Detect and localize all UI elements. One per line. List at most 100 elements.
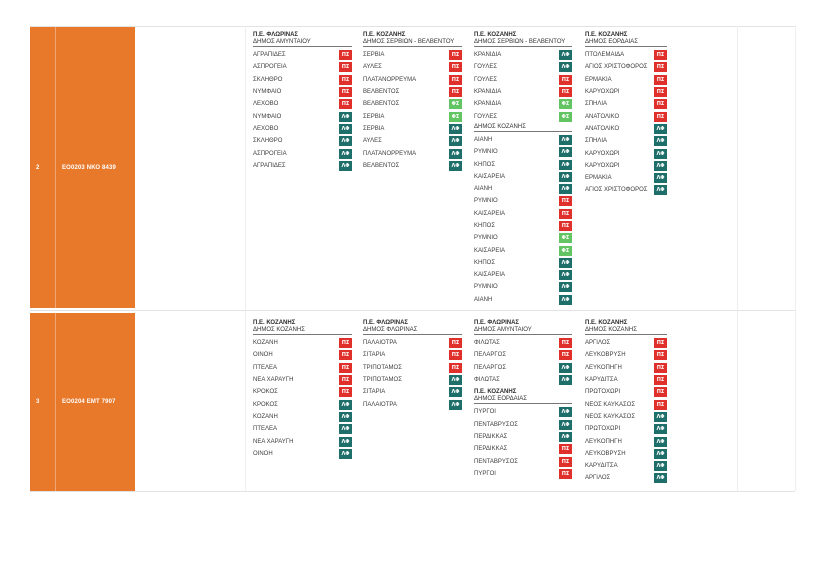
- stop-name: ΑΡΓΙΛΟΣ: [585, 340, 611, 347]
- stop-name: ΡΥΜΝΙΟ: [474, 198, 498, 205]
- stop-type-badge: ΠΣ: [559, 87, 572, 98]
- stop-type-badge: ΠΣ: [449, 350, 462, 361]
- stop-name: ΑΓΙΟΣ ΧΡΙΣΤΟΦΟΡΟΣ: [585, 187, 648, 194]
- stop-name: ΡΥΜΝΙΟ: [474, 149, 498, 156]
- stop-type-badge: ΠΣ: [559, 338, 572, 349]
- stop-type-badge: ΦΣ: [559, 99, 572, 110]
- stop-name: ΠΕΡΔΙΚΚΑΣ: [474, 433, 508, 440]
- stop-item: ΛΕΧΟΒΟ ΠΣ: [253, 98, 352, 110]
- stop-item: ΑΣΠΡΟΓΕΙΑ ΠΣ: [253, 61, 352, 73]
- stop-name: ΑΝΑΤΟΛΙΚΟ: [585, 113, 620, 120]
- stop-item: ΚΑΙΣΑΡΕΙΑ ΛΦ: [474, 171, 572, 183]
- stop-name: ΚΑΙΣΑΡΕΙΑ: [474, 247, 506, 254]
- stop-name: ΡΥΜΝΙΟ: [474, 284, 498, 291]
- stop-type-badge: ΠΣ: [339, 87, 352, 98]
- stop-item: ΑΓΡΑΠΙΔΕΣ ΠΣ: [253, 49, 352, 61]
- stop-type-badge: ΛΦ: [559, 282, 572, 293]
- route-column: Π.Ε. ΚΟΖΑΝΗΣ ΔΗΜΟΣ ΕΟΡΔΑΙΑΣ ΠΤΟΛΕΜΑΙΔΑ ΠΣ ΑΓ…: [585, 32, 667, 197]
- stop-name: ΠΕΡΔΙΚΚΑΣ: [474, 446, 508, 453]
- stop-item: ΝΕΑ ΧΑΡΑΥΓΗ ΛΦ: [253, 435, 352, 447]
- stop-type-badge: ΠΣ: [559, 456, 572, 467]
- stop-type-badge: ΠΣ: [654, 338, 667, 349]
- stop-item: ΣΙΤΑΡΙΑ ΛΦ: [363, 386, 462, 398]
- stop-item: ΠΑΛΑΙΟΤΡΑ ΠΣ: [363, 337, 462, 349]
- stop-item: ΑΙΑΝΗ ΛΦ: [474, 134, 572, 146]
- regional-unit-title: Π.Ε. ΚΟΖΑΝΗΣ: [585, 320, 628, 326]
- stop-name: ΒΕΛΒΕΝΤΟΣ: [363, 162, 400, 169]
- stop-item: ΚΑΡΥΟΧΩΡΙ ΠΣ: [585, 86, 667, 98]
- stop-item: ΚΗΠΟΣ ΛΦ: [474, 158, 572, 170]
- stop-type-badge: ΛΦ: [654, 436, 667, 447]
- stop-name: ΣΚΛΗΘΡΟ: [253, 76, 283, 83]
- stop-type-badge: ΠΣ: [654, 350, 667, 361]
- stop-name: ΚΡΑΝΙΔΙΑ: [474, 89, 502, 96]
- stop-name: ΚΡΟΚΟΣ: [253, 389, 278, 396]
- stop-type-badge: ΠΣ: [654, 62, 667, 73]
- stop-name: ΚΑΙΣΑΡΕΙΑ: [474, 210, 506, 217]
- stop-type-badge: ΛΦ: [654, 148, 667, 159]
- stop-type-badge: ΛΦ: [339, 160, 352, 171]
- stop-item: ΚΟΖΑΝΗ ΠΣ: [253, 337, 352, 349]
- stop-item: ΛΕΥΚΟΒΡΥΣΗ ΠΣ: [585, 349, 667, 361]
- stop-name: ΝΥΜΦΑΙΟ: [253, 113, 282, 120]
- stop-type-badge: ΛΦ: [654, 461, 667, 472]
- stop-item: ΑΓΙΟΣ ΧΡΙΣΤΟΦΟΡΟΣ ΛΦ: [585, 184, 667, 196]
- stop-name: ΚΑΡΥΟΧΩΡΙ: [585, 150, 620, 157]
- stop-name: ΒΕΛΒΕΝΤΟΣ: [363, 89, 400, 96]
- stop-name: ΣΙΤΑΡΙΑ: [363, 352, 386, 359]
- stop-name: ΑΙΑΝΗ: [474, 186, 493, 193]
- stop-item: ΑΣΠΡΟΓΕΙΑ ΛΦ: [253, 147, 352, 159]
- stop-type-badge: ΠΣ: [654, 87, 667, 98]
- municipality-title: ΔΗΜΟΣ ΦΛΩΡΙΝΑΣ: [363, 327, 462, 335]
- stop-type-badge: ΛΦ: [559, 270, 572, 281]
- stop-item: ΟΙΝΟΗ ΠΣ: [253, 349, 352, 361]
- stop-name: ΛΕΥΚΟΠΗΓΗ: [585, 438, 622, 445]
- stop-item: ΣΙΤΑΡΙΑ ΠΣ: [363, 349, 462, 361]
- stop-item: ΚΑΡΥΔΙΤΣΑ ΛΦ: [585, 460, 667, 472]
- stop-item: ΣΕΡΒΙΑ ΠΣ: [363, 49, 462, 61]
- regional-unit-title: Π.Ε. ΚΟΖΑΝΗΣ: [363, 32, 406, 38]
- stop-name: ΠΡΩΤΟΧΩΡΙ: [585, 389, 621, 396]
- stop-name: ΣΕΡΒΙΑ: [363, 113, 385, 120]
- stop-type-badge: ΦΣ: [559, 233, 572, 244]
- stop-name: ΠΤΕΛΕΑ: [253, 426, 278, 433]
- stop-name: ΚΑΙΣΑΡΕΙΑ: [474, 272, 506, 279]
- stop-name: ΚΑΙΣΑΡΕΙΑ: [474, 173, 506, 180]
- stop-type-badge: ΠΣ: [654, 111, 667, 122]
- stop-type-badge: ΠΣ: [654, 99, 667, 110]
- regional-unit-title: Π.Ε. ΚΟΖΑΝΗΣ: [253, 320, 296, 326]
- stop-type-badge: ΛΦ: [654, 448, 667, 459]
- stop-item: ΚΑΙΣΑΡΕΙΑ ΛΦ: [474, 269, 572, 281]
- stop-type-badge: ΛΦ: [559, 257, 572, 268]
- stop-name: ΣΙΤΑΡΙΑ: [363, 389, 386, 396]
- stop-item: ΑΙΑΝΗ ΛΦ: [474, 183, 572, 195]
- stop-type-badge: ΛΦ: [339, 123, 352, 134]
- stop-name: ΓΟΥΛΕΣ: [474, 113, 498, 120]
- stop-type-badge: ΠΣ: [339, 338, 352, 349]
- stop-type-badge: ΛΦ: [339, 136, 352, 147]
- municipality-group: Π.Ε. ΦΛΩΡΙΝΑΣ ΔΗΜΟΣ ΑΜΥΝΤΑΙΟΥ ΦΙΛΩΤΑΣ ΠΣ ΠΕΛ…: [474, 320, 572, 386]
- stop-type-badge: ΛΦ: [339, 411, 352, 422]
- stop-item: ΠΕΡΔΙΚΚΑΣ ΛΦ: [474, 431, 572, 443]
- municipality-group: Π.Ε. ΚΟΖΑΝΗΣ ΔΗΜΟΣ ΕΟΡΔΑΙΑΣ ΠΤΟΛΕΜΑΙΔΑ ΠΣ ΑΓ…: [585, 32, 667, 197]
- stop-item: ΣΠΗΛΙΑ ΛΦ: [585, 135, 667, 147]
- stop-item: ΝΕΟΣ ΚΑΥΚΑΣΟΣ ΛΦ: [585, 411, 667, 423]
- stop-item: ΑΓΡΑΠΙΔΕΣ ΛΦ: [253, 160, 352, 172]
- stop-item: ΠΛΑΤΑΝΟΡΡΕΥΜΑ ΠΣ: [363, 74, 462, 86]
- stop-name: ΒΕΛΒΕΝΤΟΣ: [363, 101, 400, 108]
- stop-name: ΚΑΡΥΟΧΩΡΙ: [585, 89, 620, 96]
- stop-item: ΕΡΜΑΚΙΑ ΛΦ: [585, 172, 667, 184]
- vehicle-code: ΕΟ0204 ΕΜΤ 7907: [62, 399, 116, 405]
- stop-type-badge: ΦΣ: [559, 245, 572, 256]
- stop-name: ΛΕΥΚΟΒΡΥΣΗ: [585, 450, 626, 457]
- stop-item: ΠΛΑΤΑΝΟΡΡΕΥΜΑ ΛΦ: [363, 147, 462, 159]
- stop-item: ΡΥΜΝΙΟ ΦΣ: [474, 232, 572, 244]
- stop-item: ΑΥΛΕΣ ΛΦ: [363, 135, 462, 147]
- regional-unit-title: Π.Ε. ΚΟΖΑΝΗΣ: [474, 389, 517, 396]
- stop-item: ΠΑΛΑΙΟΤΡΑ ΛΦ: [363, 398, 462, 410]
- stop-name: ΟΙΝΟΗ: [253, 450, 273, 457]
- stop-type-badge: ΠΣ: [449, 338, 462, 349]
- stop-name: ΓΟΥΛΕΣ: [474, 64, 498, 71]
- stop-type-badge: ΛΦ: [654, 411, 667, 422]
- stop-name: ΑΓΙΟΣ ΧΡΙΣΤΟΦΟΡΟΣ: [585, 64, 648, 71]
